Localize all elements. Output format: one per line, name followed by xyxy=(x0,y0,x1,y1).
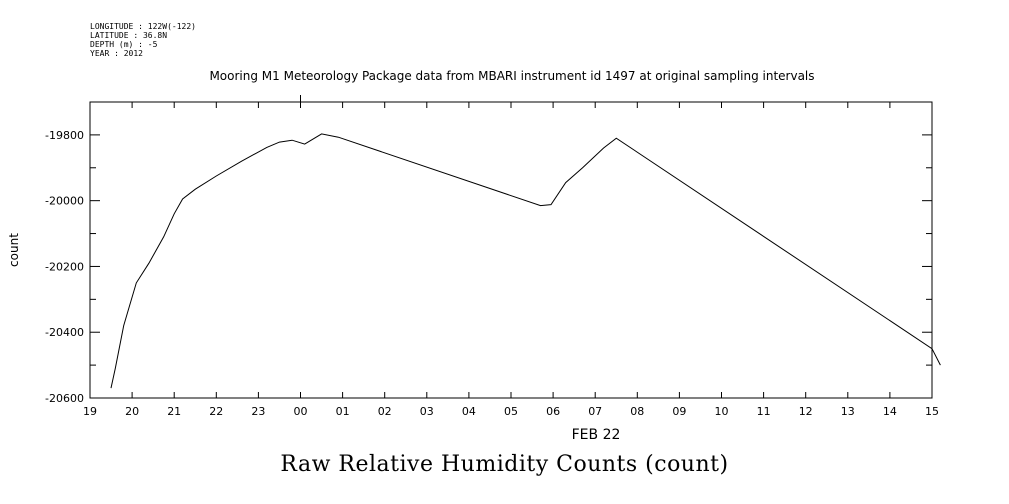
y-axis: -20600 -20400 -20200 -20000 -19800 xyxy=(45,101,932,405)
x-tick-label: 23 xyxy=(251,405,265,418)
x-tick-label: 06 xyxy=(546,405,560,418)
x-tick-label: 05 xyxy=(504,405,518,418)
x-tick-label: 08 xyxy=(630,405,644,418)
x-axis: 19 20 21 22 23 00 01 02 03 04 05 06 07 08 09 10 11 12 13 14… xyxy=(83,95,939,418)
y-tick-label: -19800 xyxy=(45,129,84,142)
x-tick-label: 19 xyxy=(83,405,97,418)
x-tick-label: 01 xyxy=(336,405,350,418)
x-tick-label: 04 xyxy=(462,405,476,418)
chart-caption: Raw Relative Humidity Counts (count) xyxy=(280,452,729,477)
x-tick-label: 13 xyxy=(841,405,855,418)
longitude-text: LONGITUDE : 122W(-122) xyxy=(90,22,196,31)
x-tick-label: 12 xyxy=(799,405,813,418)
x-tick-label: 14 xyxy=(883,405,897,418)
latitude-text: LATITUDE : 36.8N xyxy=(90,31,168,40)
y-tick-label: -20400 xyxy=(45,326,84,339)
x-tick-label: 15 xyxy=(925,405,939,418)
depth-text: DEPTH (m) : -5 xyxy=(90,40,158,49)
x-tick-label: 21 xyxy=(167,405,181,418)
x-tick-label: 10 xyxy=(715,405,729,418)
x-tick-label: 11 xyxy=(757,405,771,418)
y-tick-label: -20000 xyxy=(45,195,84,208)
humidity-chart: Mooring M1 Meteorology Package data from… xyxy=(7,69,941,443)
y-tick-label: -20600 xyxy=(45,392,84,405)
x-tick-label: 07 xyxy=(588,405,602,418)
y-axis-label: count xyxy=(7,233,21,267)
x-tick-label: 20 xyxy=(125,405,139,418)
x-tick-label: 02 xyxy=(378,405,392,418)
x-tick-label: 00 xyxy=(294,405,308,418)
x-tick-label: 09 xyxy=(672,405,686,418)
plot-frame xyxy=(89,101,933,399)
year-text: YEAR : 2012 xyxy=(90,49,143,58)
x-tick-label: 03 xyxy=(420,405,434,418)
y-tick-label: -20200 xyxy=(45,260,84,273)
series-line xyxy=(110,133,941,389)
x-tick-label: 22 xyxy=(209,405,223,418)
x-axis-label: FEB 22 xyxy=(572,427,621,443)
chart-title: Mooring M1 Meteorology Package data from… xyxy=(209,69,814,83)
station-info: LONGITUDE : 122W(-122) LATITUDE : 36.8N … xyxy=(90,22,196,58)
